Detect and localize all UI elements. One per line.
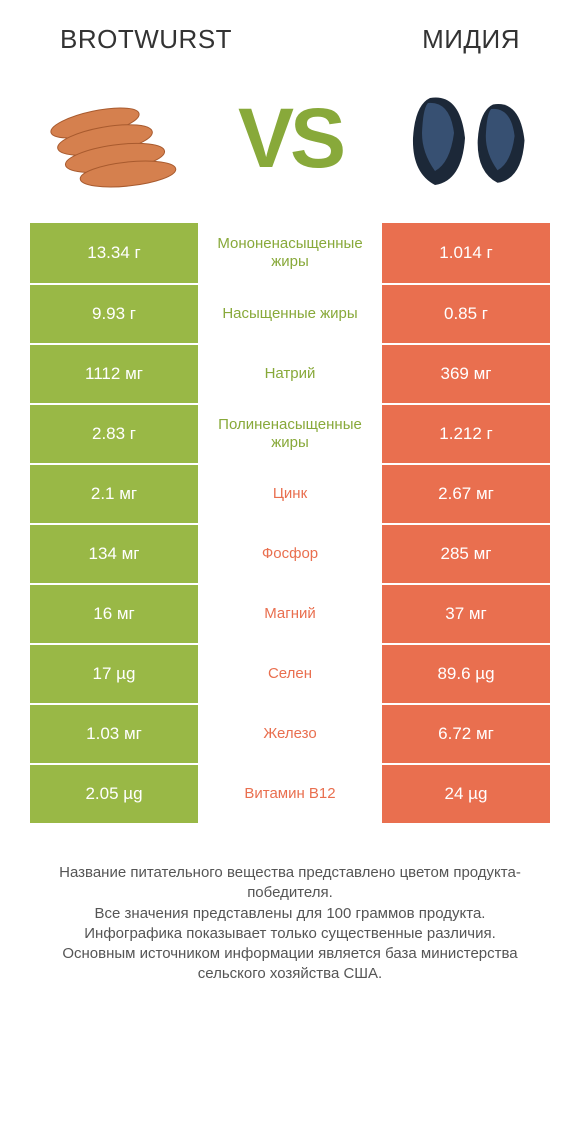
nutrient-label: Витамин B12 <box>200 765 380 823</box>
value-right: 285 мг <box>380 525 550 583</box>
footer-line: Название питательного вещества представл… <box>40 863 540 904</box>
value-right: 2.67 мг <box>380 465 550 523</box>
value-right: 24 µg <box>380 765 550 823</box>
table-row: 2.1 мгЦинк2.67 мг <box>30 463 550 523</box>
value-left: 17 µg <box>30 645 200 703</box>
value-right: 1.212 г <box>380 405 550 463</box>
footer-notes: Название питательного вещества представл… <box>30 823 550 985</box>
value-right: 37 мг <box>380 585 550 643</box>
value-left: 16 мг <box>30 585 200 643</box>
value-left: 1.03 мг <box>30 705 200 763</box>
nutrient-label: Натрий <box>200 345 380 403</box>
nutrient-label: Мононенасыщенные жиры <box>200 223 380 283</box>
value-left: 9.93 г <box>30 285 200 343</box>
table-row: 16 мгМагний37 мг <box>30 583 550 643</box>
table-row: 1112 мгНатрий369 мг <box>30 343 550 403</box>
footer-line: Основным источником информации является … <box>40 944 540 985</box>
table-row: 1.03 мгЖелезо6.72 мг <box>30 703 550 763</box>
value-right: 0.85 г <box>380 285 550 343</box>
mussel-image <box>380 73 540 203</box>
title-left: BROTWURST <box>60 24 232 55</box>
table-row: 2.83 гПолиненасыщенные жиры1.212 г <box>30 403 550 463</box>
value-right: 369 мг <box>380 345 550 403</box>
vs-label: VS <box>238 90 342 187</box>
nutrient-label: Полиненасыщенные жиры <box>200 405 380 463</box>
hero-row: VS <box>0 63 580 223</box>
nutrient-label: Фосфор <box>200 525 380 583</box>
table-row: 9.93 гНасыщенные жиры0.85 г <box>30 283 550 343</box>
nutrient-label: Насыщенные жиры <box>200 285 380 343</box>
footer-line: Инфографика показывает только существенн… <box>40 924 540 944</box>
value-right: 6.72 мг <box>380 705 550 763</box>
value-left: 2.83 г <box>30 405 200 463</box>
table-row: 134 мгФосфор285 мг <box>30 523 550 583</box>
value-right: 89.6 µg <box>380 645 550 703</box>
footer-line: Все значения представлены для 100 граммо… <box>40 904 540 924</box>
nutrient-label: Магний <box>200 585 380 643</box>
table-row: 17 µgСелен89.6 µg <box>30 643 550 703</box>
nutrient-label: Железо <box>200 705 380 763</box>
value-left: 134 мг <box>30 525 200 583</box>
comparison-table: 13.34 гМононенасыщенные жиры1.014 г9.93 … <box>30 223 550 823</box>
brotwurst-image <box>40 73 200 203</box>
value-right: 1.014 г <box>380 223 550 283</box>
nutrient-label: Селен <box>200 645 380 703</box>
table-row: 13.34 гМононенасыщенные жиры1.014 г <box>30 223 550 283</box>
title-right: МИДИЯ <box>422 24 520 55</box>
titles-row: BROTWURST МИДИЯ <box>0 0 580 63</box>
value-left: 13.34 г <box>30 223 200 283</box>
table-row: 2.05 µgВитамин B1224 µg <box>30 763 550 823</box>
nutrient-label: Цинк <box>200 465 380 523</box>
value-left: 1112 мг <box>30 345 200 403</box>
value-left: 2.1 мг <box>30 465 200 523</box>
value-left: 2.05 µg <box>30 765 200 823</box>
